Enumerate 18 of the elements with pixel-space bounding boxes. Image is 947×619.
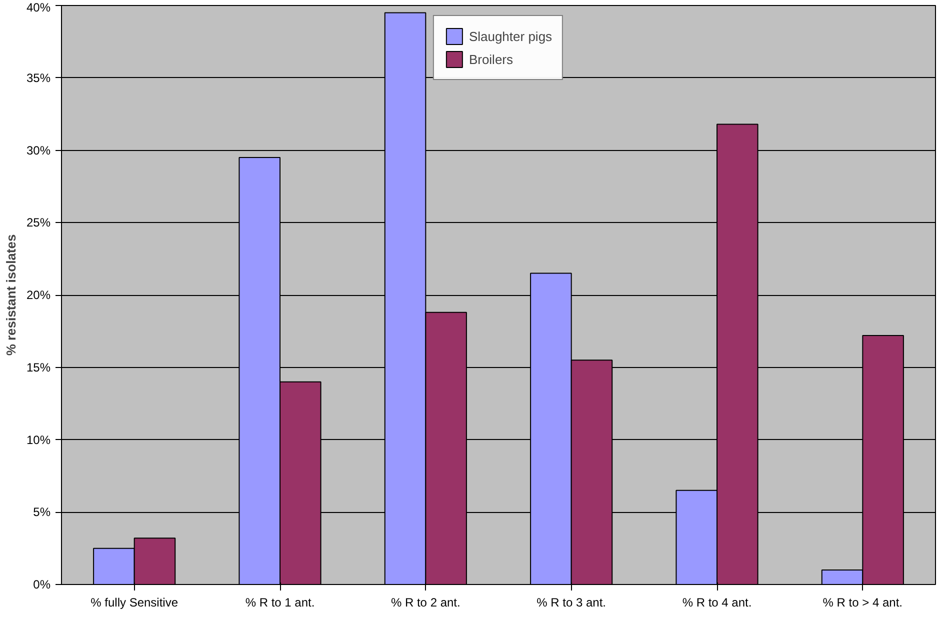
- y-tick-label: 30%: [26, 143, 51, 158]
- y-tick-label: 10%: [26, 432, 51, 447]
- x-tick-label: % R to 4 ant.: [682, 596, 752, 610]
- x-tick-label: % R to > 4 ant.: [822, 596, 903, 610]
- x-tick-label: % fully Sensitive: [90, 596, 178, 610]
- y-axis-title: % resistant isolates: [3, 234, 18, 356]
- x-tick-label: % R to 3 ant.: [536, 596, 606, 610]
- legend-label: Broilers: [468, 52, 514, 66]
- x-tick-label: % R to 2 ant.: [390, 596, 460, 610]
- y-tick-label: 40%: [26, 0, 51, 14]
- legend-label: Slaughter pigs: [468, 28, 552, 44]
- y-tick-label: 5%: [33, 505, 51, 520]
- y-tick-label: 15%: [26, 360, 51, 374]
- y-tick-label: 20%: [26, 288, 51, 302]
- y-tick-label: 0%: [33, 578, 51, 592]
- x-tick-label: % R to 1 ant.: [245, 596, 315, 610]
- y-tick-label: 35%: [26, 70, 51, 85]
- y-tick-label: 25%: [26, 216, 51, 230]
